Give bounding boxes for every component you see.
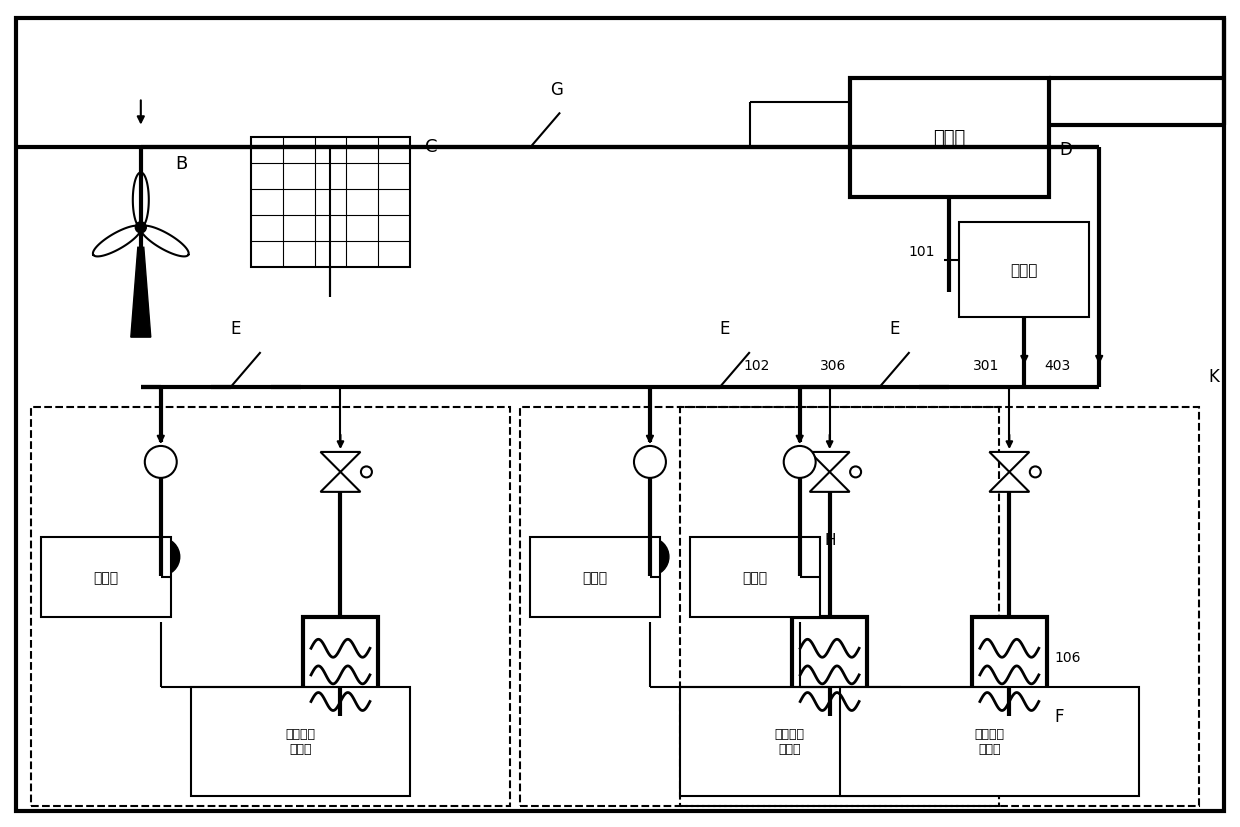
- Text: E: E: [720, 320, 730, 337]
- Polygon shape: [990, 452, 1029, 472]
- Bar: [31, 408, 510, 806]
- Text: F: F: [1054, 708, 1064, 725]
- Circle shape: [634, 447, 666, 478]
- Polygon shape: [990, 472, 1029, 492]
- Text: 热电厂: 热电厂: [934, 129, 966, 147]
- Bar: [250, 138, 410, 268]
- Circle shape: [361, 467, 372, 478]
- Text: 403: 403: [1044, 359, 1070, 373]
- Text: K: K: [1208, 368, 1219, 385]
- Text: H: H: [825, 532, 836, 547]
- Text: 微电网: 微电网: [743, 570, 768, 584]
- Bar: [839, 686, 1140, 796]
- Text: 微电网: 微电网: [583, 570, 608, 584]
- Bar: [41, 538, 171, 617]
- Text: G: G: [551, 80, 563, 98]
- Bar: [792, 617, 867, 717]
- Circle shape: [781, 538, 818, 576]
- Text: 306: 306: [820, 359, 846, 373]
- Text: B: B: [176, 155, 188, 173]
- Text: 微电网内
部热网: 微电网内 部热网: [285, 728, 315, 756]
- Text: 106: 106: [1054, 650, 1081, 664]
- Circle shape: [784, 447, 816, 478]
- Bar: [191, 686, 410, 796]
- Text: C: C: [425, 138, 438, 156]
- Bar: [689, 538, 820, 617]
- Text: E: E: [231, 320, 241, 337]
- Circle shape: [145, 447, 177, 478]
- Polygon shape: [320, 452, 361, 472]
- Circle shape: [851, 467, 861, 478]
- Text: 循环泵: 循环泵: [1011, 263, 1038, 278]
- Polygon shape: [810, 452, 849, 472]
- Text: 101: 101: [908, 245, 935, 259]
- Bar: [972, 617, 1047, 717]
- Text: 301: 301: [973, 359, 999, 373]
- Text: 102: 102: [743, 359, 770, 373]
- Circle shape: [141, 538, 180, 576]
- Circle shape: [631, 538, 668, 576]
- Polygon shape: [131, 248, 151, 337]
- Bar: [531, 538, 660, 617]
- Bar: [960, 223, 1089, 318]
- Circle shape: [135, 222, 146, 233]
- Bar: [849, 79, 1049, 198]
- Text: 微电网内
部热网: 微电网内 部热网: [775, 728, 805, 756]
- Circle shape: [1029, 467, 1040, 478]
- Bar: [680, 408, 1199, 806]
- Text: 微电网内
部热网: 微电网内 部热网: [975, 728, 1004, 756]
- Text: E: E: [889, 320, 900, 337]
- Bar: [303, 617, 378, 717]
- Bar: [680, 686, 899, 796]
- Text: 微电网: 微电网: [93, 570, 119, 584]
- Polygon shape: [810, 472, 849, 492]
- Text: D: D: [1059, 141, 1073, 160]
- Bar: [520, 408, 999, 806]
- Polygon shape: [320, 472, 361, 492]
